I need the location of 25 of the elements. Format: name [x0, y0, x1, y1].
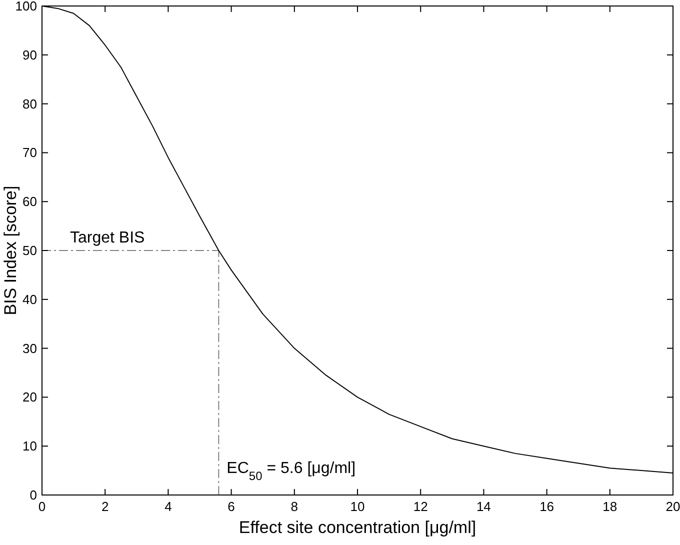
x-tick-label: 14 — [476, 499, 491, 514]
y-tick-label: 30 — [22, 340, 37, 356]
y-tick-label: 40 — [22, 292, 37, 307]
y-tick-label: 60 — [22, 194, 37, 210]
y-tick-label: 90 — [22, 47, 37, 62]
x-tick-label: 20 — [666, 499, 680, 514]
x-axis-title: Effect site concentration [μg/ml] — [238, 518, 476, 537]
x-tick-label: 10 — [350, 499, 365, 514]
y-tick-label: 20 — [22, 390, 37, 405]
x-tick-label: 2 — [101, 499, 109, 514]
y-axis-title: BIS Index [score] — [1, 186, 20, 316]
y-tick-label: 100 — [15, 0, 37, 14]
y-tick-label: 0 — [30, 488, 37, 502]
x-tick-label: 16 — [540, 499, 554, 514]
y-tick-label: 70 — [22, 145, 37, 160]
ref-line-label: Target BIS — [70, 230, 145, 246]
x-tick-label: 12 — [413, 499, 428, 514]
y-tick-label: 80 — [22, 96, 37, 112]
x-tick-label: 18 — [602, 499, 618, 514]
x-tick-label: 4 — [164, 499, 172, 514]
ref-line-label: EC$_{50}$ = 5.6 [μg/ml] — [226, 460, 356, 483]
x-tick-label: 6 — [228, 499, 235, 514]
x-tick-label: 8 — [290, 499, 298, 514]
y-tick-label: 50 — [22, 243, 37, 258]
y-tick-label: 10 — [22, 438, 37, 454]
